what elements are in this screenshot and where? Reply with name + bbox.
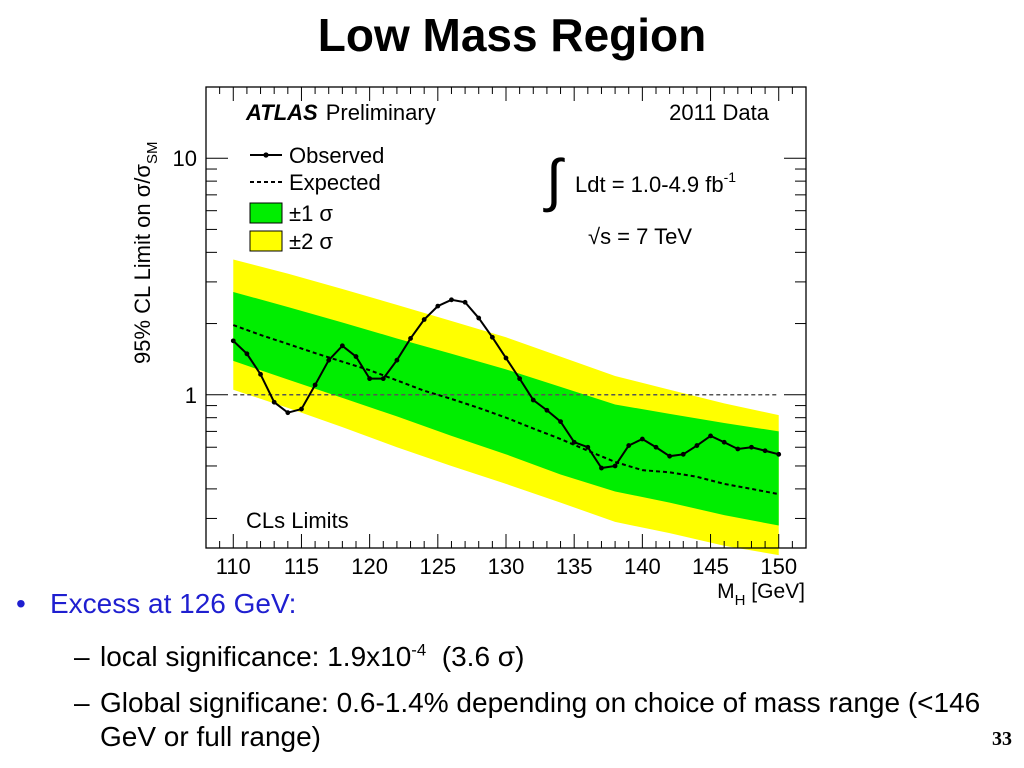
plot-content: [230, 259, 782, 556]
slide-title: Low Mass Region: [317, 9, 707, 61]
observed-point: [558, 419, 563, 425]
observed-point: [612, 463, 618, 469]
luminosity-label: Ldt = 1.0-4.9 fb-1: [575, 169, 736, 197]
observed-point: [708, 433, 713, 439]
observed-point: [762, 448, 768, 454]
observed-point: [394, 357, 400, 363]
legend-band1-label: ±1 σ: [289, 201, 333, 226]
observed-point: [230, 338, 236, 344]
legend-band2: ±2 σ: [249, 229, 333, 254]
axis-ticks: [205, 86, 807, 548]
page-number: 33: [992, 728, 1012, 750]
observed-point: [476, 315, 482, 321]
observed-point: [489, 334, 495, 340]
observed-point: [503, 355, 509, 361]
bullet-excess-text: Excess at 126 GeV:: [50, 588, 297, 619]
observed-point: [367, 376, 373, 382]
observed-point: [339, 343, 345, 349]
observed-point: [244, 351, 250, 357]
observed-point: [271, 399, 277, 405]
legend-band2-swatch: [249, 230, 283, 252]
observed-point: [571, 439, 577, 445]
x-tick-label: 145: [692, 554, 729, 579]
observed-point: [639, 436, 645, 442]
x-tick-label: 110: [216, 554, 251, 579]
observed-point: [421, 317, 427, 322]
atlas-label: ATLAS Preliminary: [245, 100, 436, 125]
expected-line: [232, 324, 779, 496]
sub-bullet-dash-icon: –: [74, 641, 90, 672]
method-label: CLs Limits: [246, 508, 349, 533]
legend-observed-label: Observed: [289, 143, 384, 168]
band-1sigma: [233, 291, 779, 526]
observed-point: [435, 303, 441, 309]
observed-point: [517, 376, 523, 382]
bullet-dot-icon: •: [16, 588, 26, 619]
legend-expected: Expected: [250, 170, 381, 195]
integral-symbol: ∫: [543, 148, 565, 213]
observed-point: [599, 465, 604, 471]
y-tick-label: 1: [185, 383, 197, 408]
observed-point: [380, 376, 386, 382]
x-tick-label: 120: [351, 554, 388, 579]
observed-point: [653, 444, 659, 450]
x-axis-label: MH [GeV]: [717, 580, 805, 609]
observed-point: [462, 299, 468, 305]
observed-point: [776, 451, 782, 457]
x-tick-label: 130: [488, 554, 525, 579]
observed-point: [285, 410, 291, 416]
observed-point: [312, 382, 318, 388]
dataset-label: 2011 Data: [669, 100, 770, 125]
observed-point: [667, 453, 673, 459]
observed-point: [544, 407, 550, 413]
sub-bullet-dash-icon: –: [74, 687, 90, 718]
observed-point: [530, 397, 536, 403]
y-axis-label: 95% CL Limit on σ/σSM: [130, 142, 161, 364]
legend-band2-label: ±2 σ: [289, 229, 333, 254]
observed-point: [749, 444, 754, 450]
observed-point: [735, 446, 741, 452]
x-tick-label: 115: [284, 554, 319, 579]
observed-point: [694, 443, 700, 448]
legend-band1: ±1 σ: [249, 201, 333, 226]
legend-observed-marker-icon: [263, 152, 269, 158]
x-tick-label: 125: [419, 554, 456, 579]
legend-expected-label: Expected: [289, 170, 381, 195]
sub-bullet-global-text: Global significane: 0.6-1.4% depending o…: [100, 687, 981, 752]
observed-point: [258, 371, 263, 377]
observed-point: [326, 357, 332, 363]
observed-point: [408, 336, 413, 341]
observed-point: [585, 444, 591, 450]
legend-band1-swatch: [249, 202, 283, 224]
observed-point: [626, 443, 632, 448]
observed-point: [680, 451, 686, 457]
y-tick-label: 10: [173, 146, 197, 171]
x-tick-label: 140: [624, 554, 661, 579]
legend: Observed Expected ±1 σ ±2 σ: [249, 143, 384, 254]
x-tick-label: 150: [760, 554, 797, 579]
x-tick-label: 135: [556, 554, 593, 579]
legend-observed: Observed: [250, 143, 384, 168]
observed-point: [299, 406, 304, 412]
observed-point: [353, 354, 359, 359]
observed-point: [449, 297, 454, 303]
energy-label: √s = 7 TeV: [588, 224, 692, 249]
observed-point: [721, 439, 727, 445]
sub-bullet-local-text: local significance: 1.9x10-4 (3.6 σ): [100, 640, 525, 672]
